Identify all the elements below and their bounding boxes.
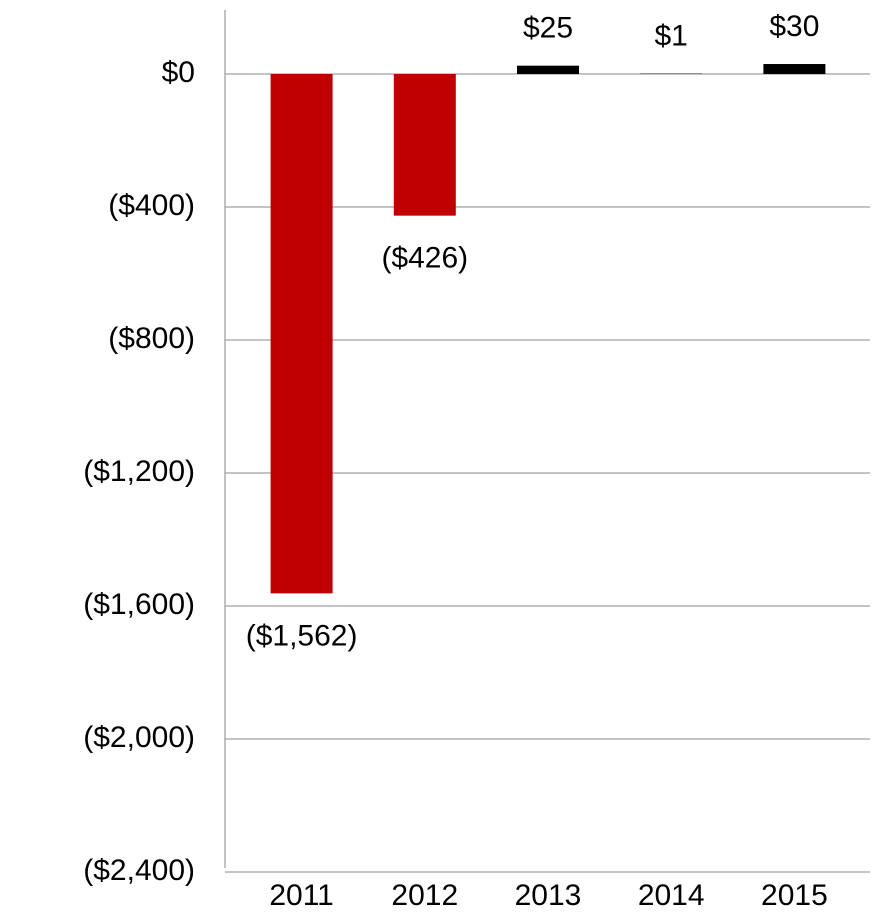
x-tick-label: 2012 bbox=[391, 879, 458, 912]
x-tick-label: 2015 bbox=[761, 879, 828, 912]
x-tick-label: 2011 bbox=[269, 879, 334, 912]
x-tick-label: 2013 bbox=[515, 879, 582, 912]
data-label: ($426) bbox=[381, 242, 468, 275]
y-tick-label: ($800) bbox=[108, 322, 195, 355]
data-label: $30 bbox=[769, 10, 819, 43]
data-label: $1 bbox=[655, 20, 688, 53]
y-tick-label: ($2,000) bbox=[83, 721, 195, 754]
y-tick-label: ($1,200) bbox=[83, 455, 195, 488]
bar bbox=[393, 74, 456, 216]
y-tick-label: ($400) bbox=[108, 189, 195, 222]
x-tick-label: 2014 bbox=[638, 879, 705, 912]
data-label: $25 bbox=[523, 12, 573, 45]
bar bbox=[517, 65, 579, 74]
y-tick-label: $0 bbox=[162, 56, 195, 89]
bar bbox=[763, 64, 826, 74]
y-tick-label: ($1,600) bbox=[83, 588, 195, 621]
y-tick-label: ($2,400) bbox=[83, 854, 195, 887]
data-label: ($1,562) bbox=[246, 619, 358, 652]
bar bbox=[270, 74, 333, 594]
